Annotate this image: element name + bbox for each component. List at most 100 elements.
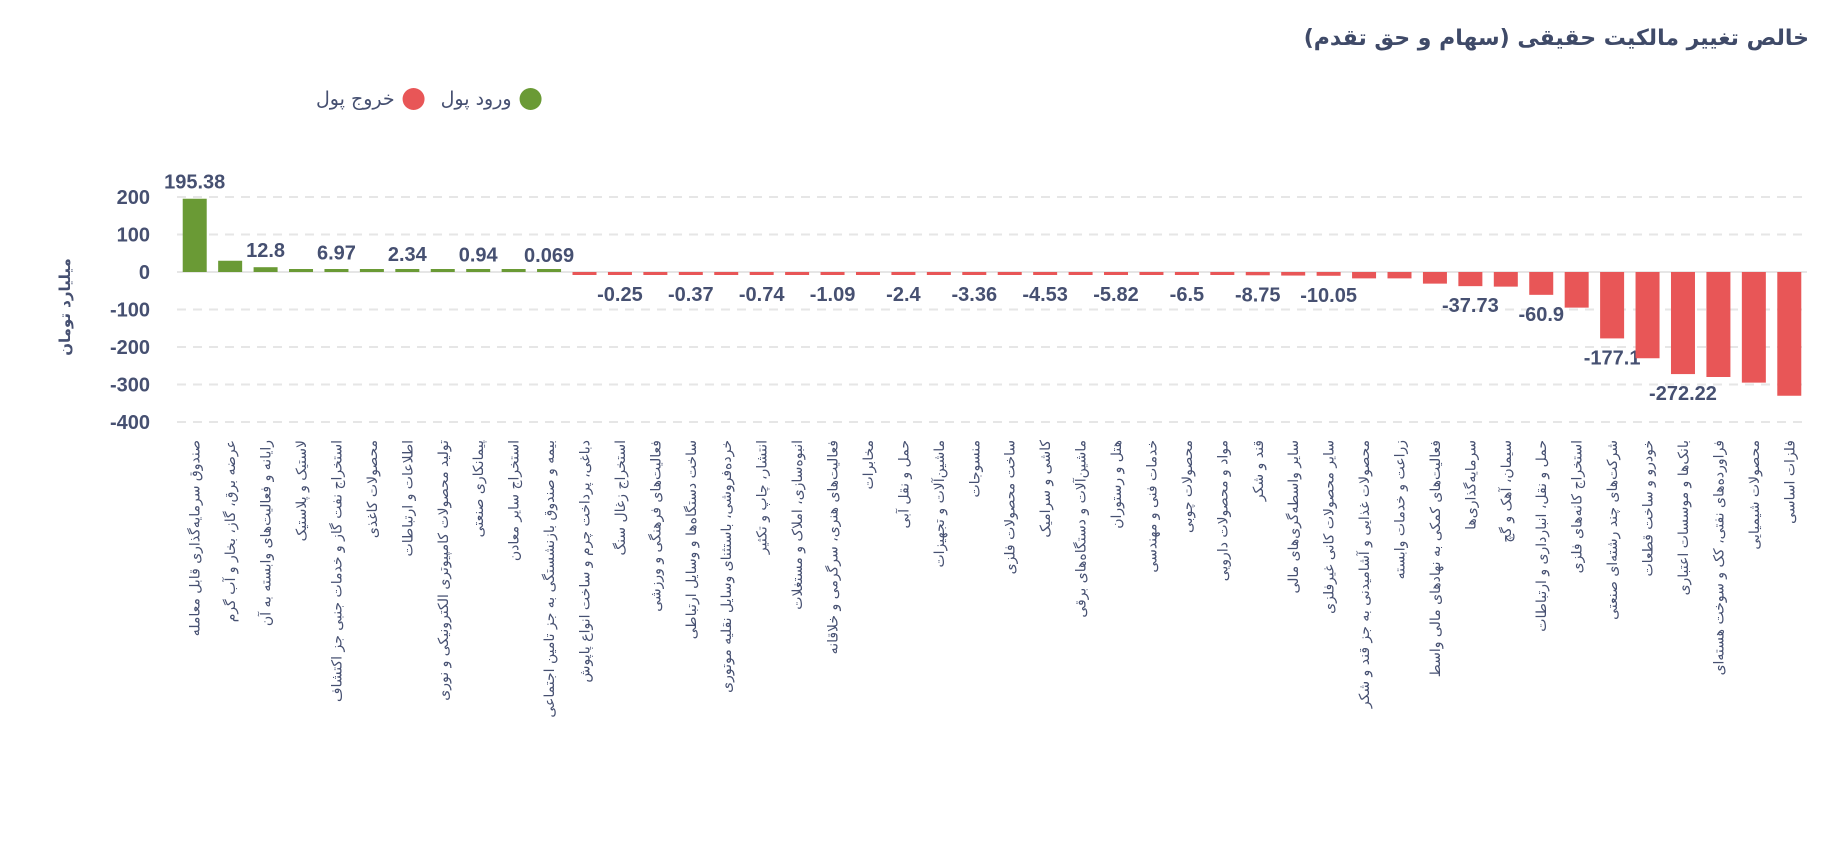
data-label: 6.97	[317, 242, 356, 264]
data-label: 2.34	[388, 244, 428, 266]
x-category-label: هتل و رستوران	[1109, 440, 1125, 529]
bar[interactable]	[1104, 272, 1129, 275]
data-label: -2.4	[886, 284, 921, 306]
chart-title: خالص تغییر مالکیت حقیقی (سهام و حق تقدم)	[1303, 26, 1809, 51]
bar[interactable]	[1387, 272, 1412, 279]
data-label: -10.05	[1300, 285, 1357, 307]
bar[interactable]	[1316, 272, 1341, 276]
x-category-label: تولید محصولات کامپیوتری الکترونیکی و نور…	[436, 440, 452, 701]
y-tick-label: 200	[117, 187, 150, 209]
y-tick-label: -300	[110, 375, 150, 397]
bar[interactable]	[607, 272, 632, 275]
bar[interactable]	[714, 272, 739, 275]
bar[interactable]	[1600, 272, 1625, 339]
x-category-label: اطلاعات و ارتباطات	[400, 440, 416, 556]
x-category-label: فعالیت‌های فرهنگی و ورزشی	[647, 440, 664, 612]
x-category-label: لاستیک و پلاستیک	[294, 440, 310, 541]
data-label: -5.82	[1093, 284, 1139, 306]
bar[interactable]	[785, 272, 810, 275]
data-label: -177.1	[1584, 347, 1641, 369]
data-label: -37.73	[1442, 295, 1499, 317]
legend-label-inflow: ورود پول	[440, 88, 512, 110]
bar[interactable]	[997, 272, 1022, 275]
x-category-label: انتشار، چاپ و تکثیر	[755, 440, 771, 555]
bar[interactable]	[891, 272, 916, 275]
bar[interactable]	[1352, 272, 1377, 279]
x-category-label: سایر محصولات کانی غیرفلزی	[1322, 440, 1338, 614]
legend-item-inflow[interactable]: ورود پول	[441, 88, 542, 110]
bar[interactable]	[643, 272, 668, 275]
bar[interactable]	[289, 269, 314, 272]
bar[interactable]	[1458, 272, 1483, 287]
y-tick-label: 0	[139, 262, 150, 284]
bar[interactable]	[1210, 272, 1235, 275]
bar[interactable]	[678, 272, 703, 275]
bar[interactable]	[1422, 272, 1447, 284]
bar[interactable]	[1281, 272, 1306, 276]
x-category-label: پیمانکاری صنعتی	[471, 440, 487, 537]
bar[interactable]	[324, 269, 349, 272]
bar[interactable]	[1706, 272, 1731, 377]
bar[interactable]	[926, 272, 951, 275]
data-label: -60.9	[1518, 304, 1564, 326]
bar[interactable]	[1493, 272, 1518, 287]
data-label: 195.38	[164, 172, 225, 194]
x-category-label: سیمان، آهک و گچ	[1498, 440, 1515, 543]
x-category-label: خودرو و ساخت قطعات	[1641, 440, 1657, 577]
x-category-label: کاشی و سرامیک	[1038, 440, 1054, 538]
inflow-dot-icon	[519, 88, 542, 110]
bar[interactable]	[1564, 272, 1589, 308]
x-category-label: خرده‌فروشی، باستثنای وسایل نقلیه موتوری	[719, 440, 735, 693]
legend: ورود پول خروج پول	[316, 88, 542, 110]
legend-label-outflow: خروج پول	[316, 88, 395, 110]
data-label: 0.94	[459, 245, 499, 267]
data-label: -0.74	[739, 284, 785, 306]
x-category-label: بانک‌ها و موسسات اعتباری	[1676, 440, 1692, 595]
x-category-label: صندوق سرمایه‌گذاری قابل معامله	[187, 440, 204, 636]
bar[interactable]	[1741, 272, 1766, 383]
data-label: 0.069	[524, 245, 574, 267]
bar[interactable]	[1635, 272, 1660, 359]
bar[interactable]	[466, 269, 491, 272]
data-label: -1.09	[810, 284, 856, 306]
x-category-label: انبوه‌سازی، املاک و مستغلات	[790, 440, 806, 610]
bar[interactable]	[1174, 272, 1199, 275]
bar[interactable]	[501, 269, 526, 272]
data-label: -272.22	[1649, 383, 1717, 405]
outflow-dot-icon	[402, 88, 425, 110]
x-category-label: منسوجات	[967, 440, 983, 498]
bar[interactable]	[395, 269, 420, 272]
x-category-label: شرکت‌های چند رشته‌ای صنعتی	[1605, 440, 1621, 620]
bar[interactable]	[218, 260, 243, 272]
data-label: -3.36	[951, 284, 997, 306]
x-category-label: ماشین‌آلات و دستگاه‌های برقی	[1073, 440, 1090, 618]
bar[interactable]	[537, 269, 562, 272]
bar[interactable]	[182, 198, 207, 272]
x-category-label: بیمه و صندوق بازنشستگی به جز تامین اجتما…	[541, 440, 558, 718]
x-category-label: دباغی، پرداخت چرم و ساخت انواع پاپوش	[578, 440, 594, 683]
data-label: -6.5	[1170, 284, 1204, 306]
bar[interactable]	[1033, 272, 1058, 275]
bar[interactable]	[253, 267, 278, 272]
bar[interactable]	[1245, 272, 1270, 276]
bar[interactable]	[1139, 272, 1164, 275]
bar[interactable]	[962, 272, 987, 275]
bar[interactable]	[749, 272, 774, 275]
legend-item-outflow[interactable]: خروج پول	[316, 88, 425, 110]
bar[interactable]	[820, 272, 845, 275]
x-category-label: استخراج نفت گاز و خدمات جنبی جز اکتشاف	[328, 440, 345, 702]
x-category-label: عرضه برق، گاز، بخار و آب گرم	[222, 440, 239, 622]
x-category-label: حمل و نقل آبی	[895, 440, 912, 529]
bar[interactable]	[855, 272, 880, 275]
x-category-label: ساخت دستگاه‌ها و وسایل ارتباطی	[683, 440, 700, 639]
bar[interactable]	[572, 272, 597, 275]
bar[interactable]	[1670, 272, 1695, 375]
bar[interactable]	[1777, 272, 1802, 396]
bar[interactable]	[1529, 272, 1554, 295]
bar[interactable]	[430, 269, 455, 272]
x-category-label: خدمات فنی و مهندسی	[1144, 440, 1160, 573]
bar[interactable]	[1068, 272, 1093, 275]
bar[interactable]	[359, 269, 384, 272]
x-category-label: ماشین‌آلات و تجهیزات	[931, 440, 948, 568]
